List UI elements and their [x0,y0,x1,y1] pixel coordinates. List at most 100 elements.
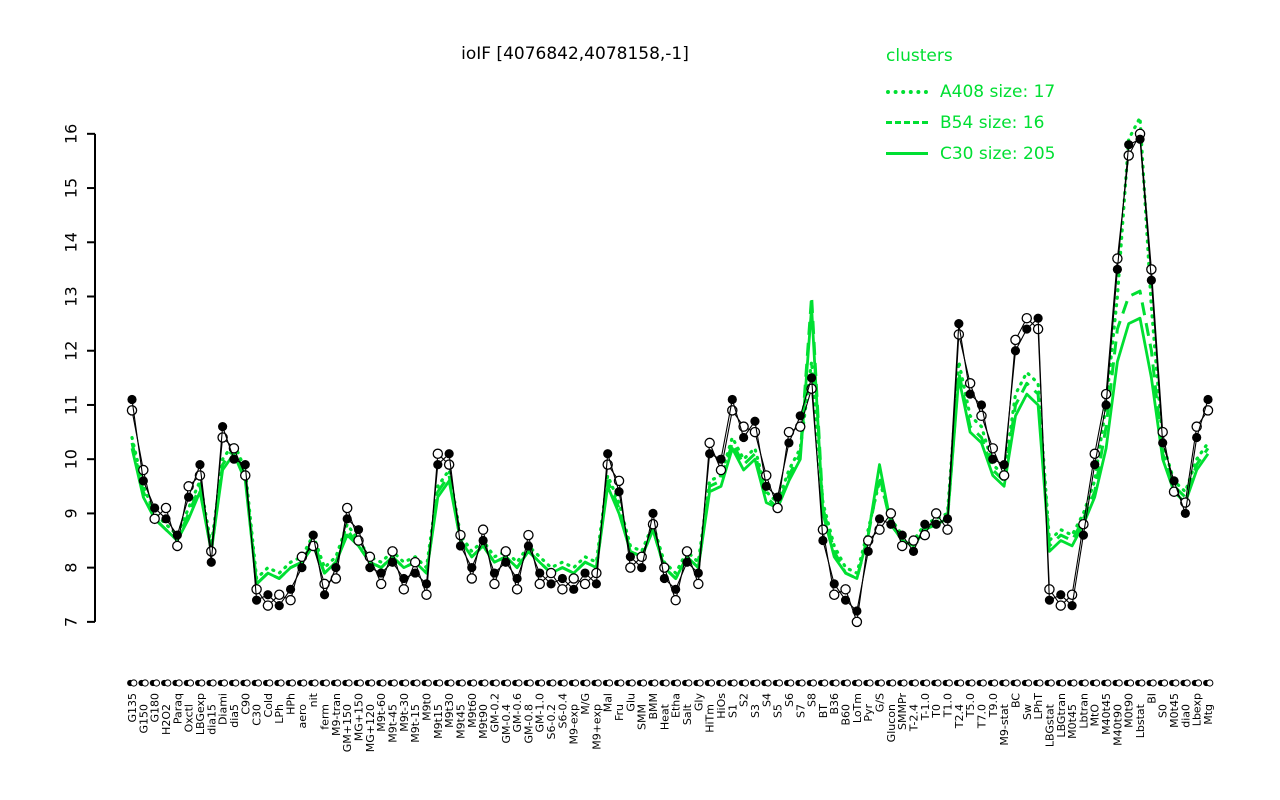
axis-point-open [651,679,659,687]
data-point [1135,134,1145,144]
x-tick-label: B60 [840,704,853,726]
data-point [1055,600,1067,611]
data-point [297,563,307,573]
data-point [862,535,874,546]
x-tick-label: Gly [692,693,705,712]
data-point [1067,600,1077,611]
x-tick-label: M9-exp [568,704,581,745]
axis-point-open [1115,679,1123,687]
data-point [1033,313,1043,323]
axis-point-open [413,679,421,687]
axis-point-open [1194,679,1203,687]
axis-point-open [1024,679,1033,687]
data-point [1146,264,1157,275]
axis-point-open [991,679,999,687]
axis-point-open [424,679,432,687]
axis-point-open [1160,679,1169,687]
axis-point-open [775,679,784,687]
data-point [705,449,715,459]
axis-point-open [753,679,761,687]
legend-item-a408: A408 size: 17 [886,76,1055,107]
axis-point-open [481,679,489,687]
x-tick-label: M0t90 [1123,693,1136,728]
x-tick-label: Lbstat [1134,703,1147,738]
data-point [1101,400,1111,410]
axis-point-open [1172,679,1180,687]
data-point [739,432,749,443]
x-tick-label: S5 [772,704,785,718]
data-point [545,567,557,579]
x-tick-label: MG+120 [364,704,377,752]
data-point [467,563,477,573]
axis-point-open [1002,679,1010,687]
x-tick-label: BT [817,704,830,719]
data-point [852,606,862,616]
data-point [976,400,987,410]
data-point [750,416,760,426]
x-tick-label: Paraq [171,693,184,724]
data-point [161,514,171,524]
axis-point-open [311,679,319,687]
x-tick-label: H2O2 [160,704,173,735]
x-tick-label: M9t0 [420,693,433,721]
axis-point-open [673,679,682,687]
axis-point-open [605,679,614,687]
x-tick-label: Etha [670,693,683,718]
data-point [523,541,534,551]
axis-point-open [1138,679,1146,687]
x-tick-label: BC [1009,693,1022,708]
axis-point-open [447,679,455,687]
axis-point-open [220,679,229,687]
data-point [625,562,636,573]
x-tick-label: S0 [1157,704,1170,718]
axis-point-open [164,679,172,687]
data-point [1100,388,1112,400]
data-point [1010,334,1021,346]
axis-point-open [787,679,795,687]
axis-point-open [968,679,976,687]
data-point [398,584,410,595]
x-tick-label: S8 [806,693,819,707]
data-point [184,492,194,502]
data-point [421,589,432,601]
data-point [511,584,523,595]
axis-point-open [617,679,625,687]
data-point [455,541,466,551]
x-tick-label: LPhT [1032,693,1045,720]
axis-point-open [515,679,523,687]
axis-point-open [209,679,217,687]
x-tick-label: M9t-15 [409,704,422,743]
x-tick-label: S4 [760,693,773,707]
x-tick-label: M0t45 [1168,693,1181,728]
data-point [1078,530,1089,540]
data-point [1090,460,1100,470]
x-tick-label: Lbtran [1077,693,1090,729]
axis-point-open [911,679,919,687]
x-tick-label: dia5 [228,704,241,728]
data-point [1124,140,1134,150]
data-point [942,514,953,524]
legend-heading: clusters [886,46,953,66]
axis-point-open [469,679,478,687]
x-tick-label: LBGtran [1055,693,1068,738]
axis-point-open [1070,679,1078,687]
data-point [761,470,772,481]
axis-point-open [594,679,602,687]
data-point [228,443,240,454]
data-point [365,563,375,573]
x-tick-label: Glu [624,693,637,712]
axis-point-open [356,679,364,687]
data-point [353,525,364,535]
axis-point-open [175,679,183,687]
axis-point-open [1206,679,1214,687]
data-point [399,573,409,584]
axis-point-open [492,679,500,687]
x-tick-label: LPh [273,704,286,724]
x-tick-label: M0t45 [1066,704,1079,739]
axis-point-open [141,679,149,687]
x-tick-label: M9t45 [454,704,467,739]
data-point [727,394,737,405]
x-tick-label: Mal [602,693,615,712]
x-tick-label: T2.4 [953,704,966,729]
data-point [998,470,1010,481]
